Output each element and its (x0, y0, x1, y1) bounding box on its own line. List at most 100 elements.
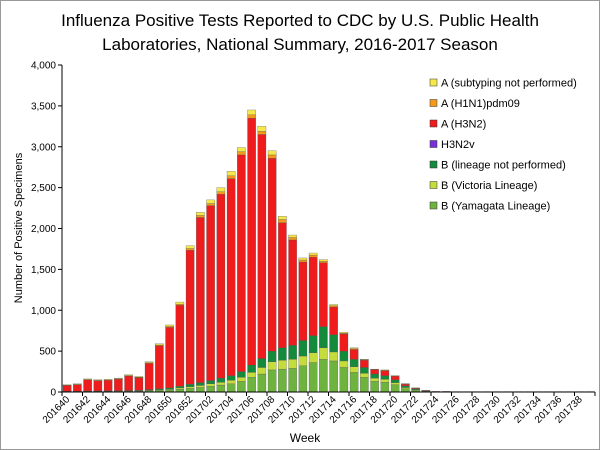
bar-segment (237, 151, 246, 156)
bar-segment (93, 379, 103, 381)
bar-segment (175, 303, 185, 306)
bar-segment (257, 131, 267, 135)
bar-segment (288, 368, 297, 393)
legend-label: B (Yamagata Lineage) (441, 201, 550, 213)
bar-segment (206, 199, 215, 204)
bar-segment (308, 254, 318, 258)
bar-segment (237, 377, 246, 382)
bar-segment (206, 380, 215, 384)
bar-segment (349, 359, 359, 367)
bar-segment (308, 362, 318, 393)
bar-segment (226, 375, 236, 381)
bar-segment (390, 382, 400, 385)
bar-segment (298, 340, 308, 357)
bar-segment (288, 234, 297, 238)
bar-segment (349, 347, 359, 349)
bar-segment (206, 383, 215, 387)
bar-segment (206, 386, 215, 393)
bar-segment (247, 364, 256, 373)
bar-segment (278, 222, 287, 349)
bar-segment (267, 350, 277, 362)
bar-segment (165, 327, 174, 389)
bar-segment (155, 343, 164, 346)
bar-segment (144, 363, 154, 390)
bar-segment (370, 381, 379, 393)
bar-segment (339, 333, 349, 352)
bar-segment (380, 370, 390, 376)
bar-segment (237, 154, 246, 372)
bar-segment (329, 305, 338, 308)
bar-segment (93, 380, 103, 392)
bar-segment (370, 377, 379, 382)
bar-segment (308, 256, 318, 336)
bar-segment (73, 383, 82, 385)
bar-segment (237, 381, 246, 393)
legend-label: A (H3N2) (441, 119, 486, 131)
x-axis-label: Week (290, 431, 321, 445)
bar-segment (216, 382, 226, 386)
bar-segment (226, 175, 236, 179)
bar-segment (308, 252, 318, 256)
bar-segment (288, 345, 297, 360)
bar-segment (319, 359, 328, 393)
bar-segment (165, 324, 174, 327)
y-tick-label: 0 (50, 388, 56, 399)
bar-segment (165, 387, 174, 390)
bar-segment (216, 187, 226, 192)
bar-segment (370, 373, 379, 379)
bar-segment (62, 384, 72, 386)
bar-segment (134, 377, 144, 391)
bar-segment (247, 377, 256, 393)
bar-segment (196, 211, 205, 216)
bar-segment (73, 384, 82, 392)
bar-segment (360, 359, 369, 368)
bar-segment (83, 379, 92, 392)
bar-segment (339, 367, 349, 393)
bar-segment (257, 358, 267, 368)
bar-segment (185, 248, 195, 251)
bar-segment (380, 379, 390, 383)
bar-segment (349, 349, 359, 360)
bar-segment (308, 335, 318, 353)
bar-segment (390, 384, 400, 393)
bar-segment (329, 306, 338, 335)
y-tick-label: 500 (39, 347, 56, 358)
bar-segment (175, 386, 185, 389)
bar-segment (339, 360, 349, 368)
bar-segment (298, 355, 308, 366)
bar-segment (319, 347, 328, 360)
bar-segment (247, 109, 256, 116)
bar-segment (267, 369, 277, 393)
bar-segment (257, 373, 267, 393)
bar-segment (196, 217, 205, 383)
bar-segment (380, 375, 390, 380)
y-tick-label: 3,000 (31, 142, 56, 153)
bar-segment (329, 334, 338, 353)
bar-segment (114, 377, 123, 379)
bar-segment (237, 147, 246, 152)
bar-segment (124, 374, 133, 376)
bar-segment (134, 376, 144, 378)
legend-swatch (429, 181, 438, 189)
bar-segment (226, 379, 236, 384)
bar-segment (175, 301, 185, 305)
bar-segment (257, 134, 267, 359)
bar-segment (206, 203, 215, 206)
legend-swatch (429, 99, 438, 107)
bar-segment (83, 378, 92, 380)
legend-swatch (429, 119, 438, 128)
bar-segment (319, 326, 328, 349)
y-tick-label: 1,000 (31, 306, 56, 317)
legend-swatch (429, 78, 438, 87)
bar-segment (185, 384, 195, 387)
bar-segment (237, 371, 246, 378)
bar-segment (278, 359, 287, 370)
bar-segment (298, 259, 308, 263)
bar-segment (196, 385, 205, 388)
bar-segment (216, 384, 226, 393)
bar-segment (298, 257, 308, 261)
legend-label: A (H1N1)pdm09 (441, 98, 520, 110)
bar-segment (401, 387, 410, 389)
bar-segment (319, 261, 328, 263)
bar-segment (216, 377, 226, 383)
